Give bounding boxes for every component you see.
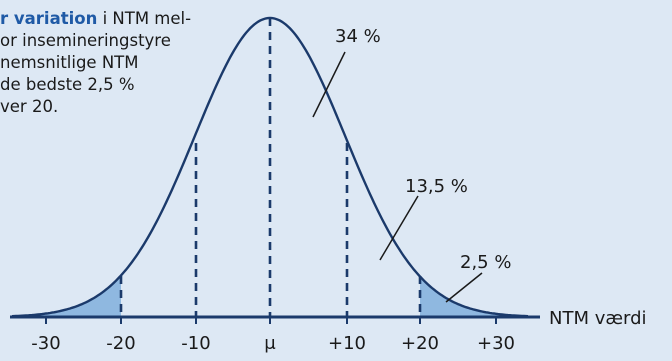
- left-tail-area: [12, 275, 121, 317]
- tick-label-mean: μ: [264, 333, 276, 354]
- tick-label-minus20: -20: [106, 333, 135, 354]
- highlight-term: r variation: [0, 9, 98, 28]
- caption-line-1: i NTM mel-: [97, 9, 192, 28]
- caption-line-4: de bedste 2,5 %: [0, 75, 135, 94]
- bell-curve: [11, 16, 529, 318]
- leader-center: [312, 51, 346, 118]
- axis-label: NTM værdi: [549, 308, 647, 329]
- caption-line-5: ver 20.: [0, 97, 59, 116]
- tick-label-plus20: +20: [401, 333, 439, 354]
- leader-middle: [379, 195, 419, 261]
- description-text: r variation i NTM mel- or insemineringst…: [0, 8, 262, 118]
- tick-label-plus30: +30: [477, 333, 515, 354]
- label-tail-percent: 2,5 %: [460, 252, 511, 273]
- label-middle-percent: 13,5 %: [405, 176, 468, 197]
- leader-tail: [445, 272, 483, 303]
- tick-label-plus10: +10: [328, 333, 366, 354]
- tick-label-minus30: -30: [31, 333, 60, 354]
- caption-line-3: nemsnitlige NTM: [0, 53, 139, 72]
- label-center-percent: 34 %: [335, 26, 381, 47]
- caption-line-2: or insemineringstyre: [0, 31, 171, 50]
- tick-label-minus10: -10: [181, 333, 210, 354]
- right-tail-area: [420, 276, 528, 317]
